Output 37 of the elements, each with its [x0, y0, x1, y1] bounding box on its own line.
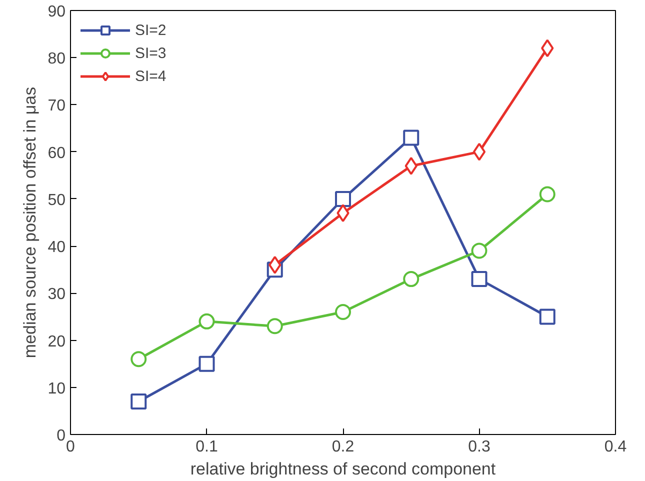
point	[539, 308, 556, 325]
y-tick-label: 60	[48, 144, 66, 162]
point	[335, 304, 351, 320]
y-tick-label: 20	[48, 333, 66, 350]
x-tick-label: 0.2	[332, 438, 354, 456]
y-axis-title: median source position offset in μas	[20, 86, 40, 358]
point	[130, 394, 147, 410]
point	[404, 156, 418, 175]
point	[268, 256, 282, 274]
point	[198, 313, 215, 330]
point	[266, 318, 283, 334]
point	[472, 142, 486, 161]
y-tick-label: 40	[48, 239, 66, 256]
x-tick-label: 0.1	[196, 438, 218, 456]
point	[471, 271, 488, 288]
legend-label: SI=4	[135, 68, 166, 84]
y-tick-label: 70	[48, 98, 66, 115]
y-tick-label: 50	[48, 192, 66, 209]
point	[539, 186, 556, 202]
point	[541, 39, 554, 58]
x-tick-label: 0.3	[468, 438, 490, 456]
point	[471, 242, 488, 259]
x-tick-label: 0.4	[604, 438, 627, 456]
y-tick-label: 80	[48, 50, 66, 68]
point	[198, 356, 215, 372]
legend-label: SI=3	[135, 44, 166, 62]
point	[335, 190, 351, 207]
point	[403, 271, 420, 288]
point	[403, 130, 420, 146]
legend-label: SI=2	[135, 22, 166, 38]
y-tick-label: 30	[48, 286, 66, 304]
y-tick-label: 10	[48, 380, 66, 398]
y-tick-label: 0	[56, 428, 66, 444]
point	[336, 204, 350, 222]
y-tick-label: 90	[48, 4, 66, 20]
point	[130, 351, 147, 368]
x-axis-title: relative brightness of second component	[190, 460, 496, 478]
